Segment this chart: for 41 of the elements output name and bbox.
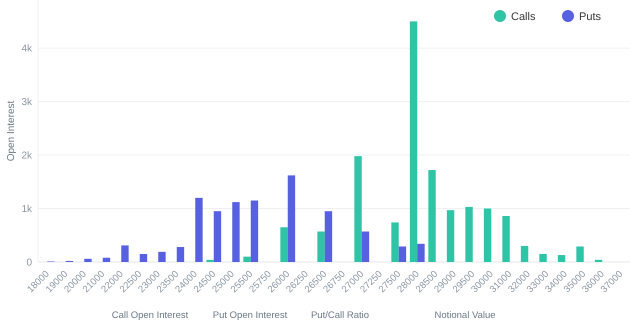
bar [102,258,110,262]
bar [324,211,332,262]
bar [417,244,425,262]
bar [317,232,325,262]
bar [428,170,436,262]
bar [520,246,528,262]
bar [484,208,492,262]
bar [288,175,296,262]
bar [410,21,418,262]
legend-label: Puts [579,10,602,23]
legend-label: Calls [511,10,536,23]
bar [362,232,370,262]
bar [280,227,288,262]
bar [398,246,406,262]
text: Put/Call Ratio [310,310,370,321]
text: Notional Value [434,310,496,321]
bar [158,252,166,262]
text: Put Open Interest [212,310,288,321]
bar [539,254,547,262]
bar [232,202,240,262]
bar [576,246,584,262]
bar [465,206,473,262]
y-tick-label: 3k [21,97,33,108]
bar [502,216,510,262]
bar [214,211,222,262]
bar [121,245,129,262]
bar [354,156,362,262]
y-axis-title: Open Interest [6,100,17,162]
bar [250,200,258,262]
y-tick-label: 0 [26,258,32,268]
bar [446,210,454,262]
bar [176,247,184,262]
y-tick-label: 2k [21,150,33,162]
y-tick-label: 1k [21,204,33,216]
bar [391,222,399,262]
bar [243,256,251,262]
bar [140,254,148,262]
y-tick-label: 4k [21,44,33,55]
bar [195,198,203,262]
bar [558,255,566,262]
text: Call Open Interest [112,310,189,321]
